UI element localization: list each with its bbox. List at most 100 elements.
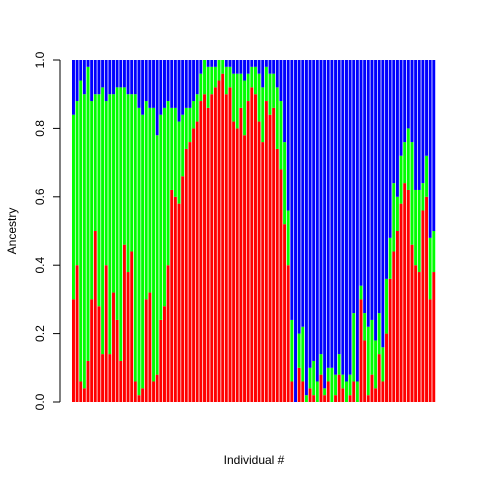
bar-segment bbox=[163, 60, 166, 108]
y-tick-label: 0.6 bbox=[33, 188, 47, 205]
bar-segment bbox=[370, 319, 374, 375]
bar-segment bbox=[326, 367, 330, 382]
bar-segment bbox=[341, 374, 345, 389]
bar-segment bbox=[115, 319, 119, 402]
bar-segment bbox=[283, 142, 287, 225]
bar-segment bbox=[195, 94, 199, 122]
bar-segment bbox=[352, 313, 356, 382]
bar-gap bbox=[125, 60, 127, 402]
bar-segment bbox=[210, 60, 214, 67]
bar-segment bbox=[90, 101, 94, 300]
bar-gap bbox=[195, 60, 196, 402]
bar-gap bbox=[388, 60, 389, 402]
bar-segment bbox=[352, 60, 356, 314]
bar-segment bbox=[330, 367, 334, 402]
bar-segment bbox=[359, 285, 363, 300]
bar-segment bbox=[348, 395, 352, 402]
bar-segment bbox=[286, 60, 290, 211]
bar-segment bbox=[377, 313, 381, 355]
bar-segment bbox=[243, 135, 247, 403]
bar-segment bbox=[363, 313, 367, 341]
bar-gap bbox=[151, 60, 153, 402]
bar-segment bbox=[213, 60, 217, 67]
bar-segment bbox=[217, 80, 221, 403]
bar-segment bbox=[97, 60, 101, 95]
bar-segment bbox=[126, 272, 130, 402]
bar-gap bbox=[351, 60, 353, 402]
bar-gap bbox=[362, 60, 364, 402]
bar-segment bbox=[348, 374, 352, 396]
bar-segment bbox=[166, 60, 170, 102]
bar-segment bbox=[297, 333, 301, 368]
bar-segment bbox=[395, 231, 399, 402]
bar-segment bbox=[86, 360, 90, 402]
bar-segment bbox=[359, 60, 363, 286]
bar-segment bbox=[115, 60, 119, 88]
bar-segment bbox=[337, 60, 341, 355]
bar-segment bbox=[192, 101, 196, 129]
bar-gap bbox=[373, 60, 375, 402]
bars-group bbox=[72, 60, 436, 403]
bar-gap bbox=[289, 60, 291, 402]
bar-segment bbox=[304, 60, 308, 396]
bar-gap bbox=[377, 60, 378, 402]
bar-gap bbox=[417, 60, 418, 402]
bar-segment bbox=[432, 231, 436, 273]
bar-segment bbox=[246, 73, 250, 102]
bar-gap bbox=[93, 60, 94, 402]
bar-gap bbox=[242, 60, 244, 402]
bar-gap bbox=[176, 60, 178, 402]
bar-gap bbox=[118, 60, 120, 402]
bar-segment bbox=[86, 60, 90, 67]
bar-segment bbox=[184, 60, 188, 108]
bar-segment bbox=[326, 381, 330, 402]
bar-segment bbox=[232, 121, 236, 402]
bar-gap bbox=[96, 60, 98, 402]
bar-segment bbox=[93, 60, 97, 95]
bar-segment bbox=[377, 60, 381, 314]
bar-gap bbox=[107, 60, 109, 402]
bar-gap bbox=[304, 60, 305, 402]
bar-segment bbox=[250, 87, 254, 403]
bar-segment bbox=[410, 142, 414, 245]
bar-segment bbox=[425, 196, 429, 402]
bar-gap bbox=[424, 60, 426, 402]
bar-segment bbox=[239, 107, 243, 402]
bar-segment bbox=[243, 60, 247, 81]
bar-segment bbox=[374, 60, 378, 341]
bar-segment bbox=[257, 121, 261, 402]
bar-segment bbox=[221, 73, 225, 403]
bar-segment bbox=[75, 60, 79, 102]
bar-segment bbox=[192, 128, 196, 402]
bar-segment bbox=[235, 128, 239, 402]
bar-segment bbox=[163, 107, 166, 307]
bar-gap bbox=[267, 60, 269, 402]
bar-segment bbox=[264, 101, 268, 402]
bar-gap bbox=[100, 60, 102, 402]
bar-segment bbox=[319, 60, 323, 355]
bar-gap bbox=[187, 60, 189, 402]
bar-gap bbox=[111, 60, 113, 402]
bar-gap bbox=[300, 60, 302, 402]
bar-segment bbox=[428, 60, 432, 238]
bar-gap bbox=[238, 60, 240, 402]
bar-segment bbox=[177, 121, 181, 204]
bar-segment bbox=[159, 319, 163, 402]
bar-segment bbox=[330, 60, 334, 368]
bar-gap bbox=[431, 60, 433, 402]
bar-segment bbox=[290, 381, 294, 402]
bar-gap bbox=[286, 60, 287, 402]
bar-segment bbox=[275, 148, 279, 402]
bar-segment bbox=[210, 66, 214, 95]
bar-segment bbox=[377, 354, 381, 402]
bar-gap bbox=[347, 60, 349, 402]
bar-segment bbox=[195, 121, 199, 402]
bar-gap bbox=[380, 60, 382, 402]
bar-segment bbox=[104, 101, 108, 266]
bar-segment bbox=[246, 101, 250, 402]
bar-gap bbox=[169, 60, 171, 402]
bar-segment bbox=[93, 231, 97, 402]
bar-segment bbox=[79, 381, 83, 402]
bar-segment bbox=[159, 60, 163, 115]
bar-segment bbox=[239, 60, 243, 74]
